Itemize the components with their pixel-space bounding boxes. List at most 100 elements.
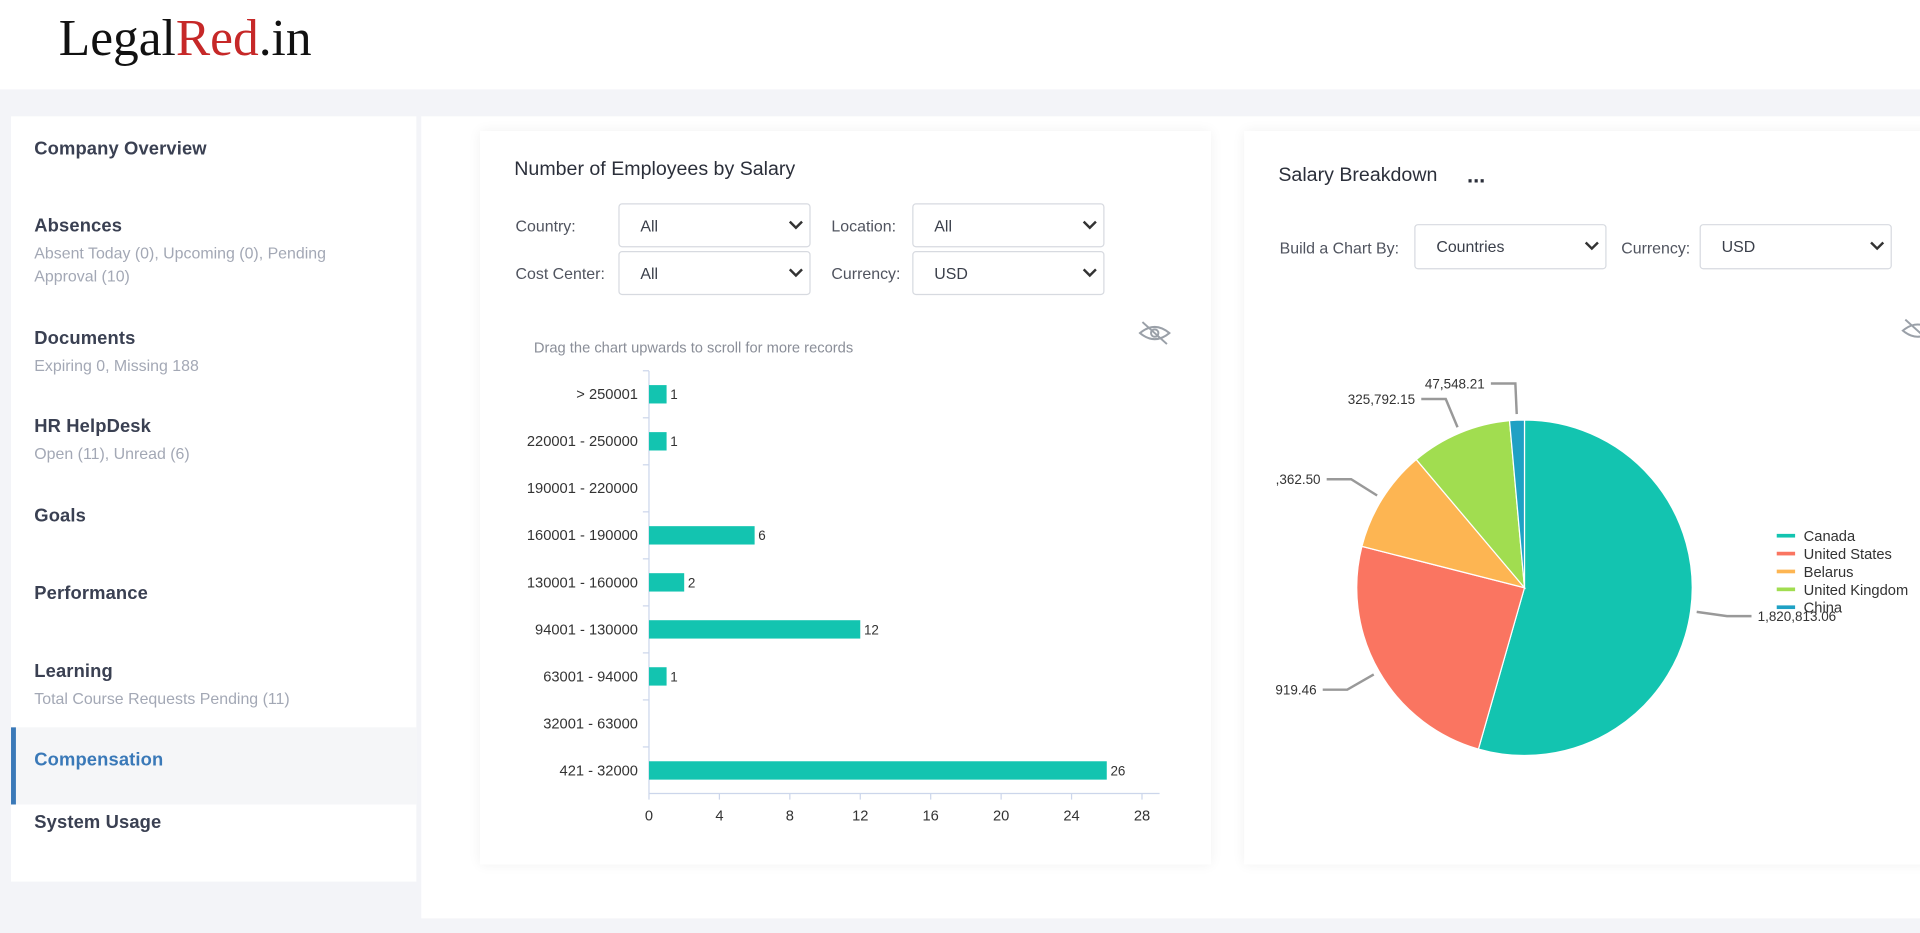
x-tick-label: 24 bbox=[1063, 808, 1079, 824]
x-tick-label: 12 bbox=[852, 808, 868, 824]
data-label: 1 bbox=[670, 387, 677, 402]
chevron-path bbox=[1584, 241, 1599, 251]
nav-title: Company Overview bbox=[34, 138, 207, 160]
data-label: 47,548.21 bbox=[1425, 376, 1485, 391]
legend-label: China bbox=[1804, 601, 1843, 617]
logo-text: Legal bbox=[58, 11, 176, 68]
legend-swatch bbox=[1776, 605, 1796, 610]
hide-icon[interactable] bbox=[1901, 318, 1920, 342]
header: LegalRed.in bbox=[0, 0, 1920, 90]
pie-slice bbox=[1356, 545, 1526, 750]
dropdown-value: All bbox=[640, 216, 659, 236]
nav-item[interactable]: Goals bbox=[11, 498, 416, 571]
dropdown-value: All bbox=[640, 264, 659, 283]
sidebar: Company Overview Absences Absent Today (0)… bbox=[11, 116, 417, 882]
bar bbox=[648, 620, 861, 639]
nav-item[interactable]: Documents Expiring 0, Missing 188 bbox=[11, 321, 416, 407]
bar bbox=[648, 761, 1107, 780]
filter-label: Currency: bbox=[831, 264, 901, 283]
data-label: 12 bbox=[864, 622, 879, 637]
nav-item[interactable]: HR HelpDesk Open (11), Unread (6) bbox=[11, 409, 416, 495]
y-tick-label: 160001 - 190000 bbox=[527, 528, 638, 544]
dropdown-value: USD bbox=[934, 264, 968, 283]
dropdown[interactable]: USD bbox=[1699, 224, 1892, 270]
y-tick-label: > 250001 bbox=[576, 387, 638, 403]
nav-subtitle: Absent Today (0), Upcoming (0), Pending … bbox=[34, 243, 327, 286]
dropdown[interactable]: All bbox=[618, 251, 811, 296]
logo-accent: Red bbox=[175, 11, 259, 68]
dropdown[interactable]: USD bbox=[912, 251, 1105, 296]
y-tick-label: 220001 - 250000 bbox=[527, 434, 638, 450]
nav-item[interactable]: System Usage bbox=[11, 804, 416, 877]
label-connector bbox=[1421, 397, 1459, 428]
label-connector bbox=[1322, 673, 1375, 691]
chevron-path bbox=[788, 268, 803, 278]
hide-icon[interactable] bbox=[1138, 321, 1171, 345]
y-tick-label: 32001 - 63000 bbox=[543, 716, 638, 732]
pie-slice bbox=[1361, 458, 1527, 589]
active-indicator bbox=[11, 727, 16, 805]
nav-item[interactable]: Compensation bbox=[11, 727, 417, 805]
nav-title: Performance bbox=[34, 582, 148, 604]
pie-slice bbox=[1508, 419, 1526, 588]
card-title: Number of Employees by Salary bbox=[514, 159, 796, 181]
bar bbox=[648, 526, 755, 545]
chevron-path bbox=[788, 220, 803, 230]
y-tick-label: 63001 - 94000 bbox=[543, 669, 638, 685]
nav-item[interactable]: Learning Total Course Requests Pending (1… bbox=[11, 654, 416, 727]
nav-item[interactable]: Company Overview bbox=[11, 131, 416, 204]
filter-label: Location: bbox=[831, 216, 897, 236]
nav-title: Learning bbox=[34, 661, 113, 683]
x-tick-label: 0 bbox=[645, 808, 653, 824]
bar-chart: > 250001 1 220001 - 250000 1 190001 - 220000… bbox=[527, 370, 1160, 824]
logo[interactable]: LegalRed.in bbox=[59, 10, 312, 69]
chevron-path bbox=[1870, 241, 1885, 251]
card-title: Salary Breakdown bbox=[1278, 165, 1438, 187]
pie-slice bbox=[1415, 420, 1526, 590]
data-label: 26 bbox=[1110, 763, 1125, 778]
filter-label: Country: bbox=[515, 216, 576, 236]
legend-label: Canada bbox=[1804, 529, 1856, 545]
nav-title: System Usage bbox=[34, 811, 162, 833]
filter-label: Currency: bbox=[1621, 238, 1691, 258]
bar bbox=[648, 573, 685, 592]
pie-chart: 1,820,813.06 820,919.46 330,362.50 325,792.… bbox=[1249, 376, 1908, 757]
label-connector bbox=[1490, 382, 1518, 415]
data-label: 1,820,813.06 bbox=[1758, 609, 1837, 624]
data-label: 1 bbox=[670, 434, 677, 449]
chevron bbox=[788, 220, 803, 230]
legend-label: Belarus bbox=[1804, 565, 1854, 581]
nav-subtitle: Total Course Requests Pending (11) bbox=[34, 689, 290, 708]
bar bbox=[648, 432, 667, 451]
x-tick-label: 20 bbox=[993, 808, 1009, 824]
nav-item[interactable]: Performance bbox=[11, 576, 416, 649]
x-tick-label: 16 bbox=[923, 808, 939, 824]
dropdown[interactable]: All bbox=[618, 203, 811, 248]
chevron bbox=[1584, 241, 1599, 251]
nav-title: Compensation bbox=[34, 749, 164, 771]
chevron-path bbox=[1082, 220, 1097, 230]
chevron bbox=[788, 268, 803, 278]
nav-item[interactable]: Absences Absent Today (0), Upcoming (0), … bbox=[11, 208, 416, 318]
filter-label: Build a Chart By: bbox=[1279, 238, 1400, 258]
dropdown-value: All bbox=[934, 216, 952, 236]
nav-title: Documents bbox=[34, 328, 136, 349]
y-tick-label: 130001 - 160000 bbox=[527, 575, 638, 591]
more-menu[interactable]: ... bbox=[1466, 162, 1486, 188]
scroll-hint: Drag the chart upwards to scroll for mor… bbox=[533, 339, 854, 357]
dropdown-value: Countries bbox=[1436, 237, 1505, 256]
label-connector bbox=[1696, 610, 1752, 618]
chevron bbox=[1082, 268, 1097, 278]
dropdown[interactable]: All bbox=[912, 203, 1105, 248]
data-label: 330,362.50 bbox=[1253, 472, 1320, 487]
legend-swatch bbox=[1776, 551, 1796, 556]
dropdown[interactable]: Countries bbox=[1414, 224, 1607, 270]
legend-swatch bbox=[1776, 587, 1796, 592]
data-label: 820,919.46 bbox=[1249, 683, 1316, 698]
bar bbox=[648, 385, 667, 404]
label-connector bbox=[1326, 478, 1378, 497]
data-label: 1 bbox=[670, 669, 677, 684]
